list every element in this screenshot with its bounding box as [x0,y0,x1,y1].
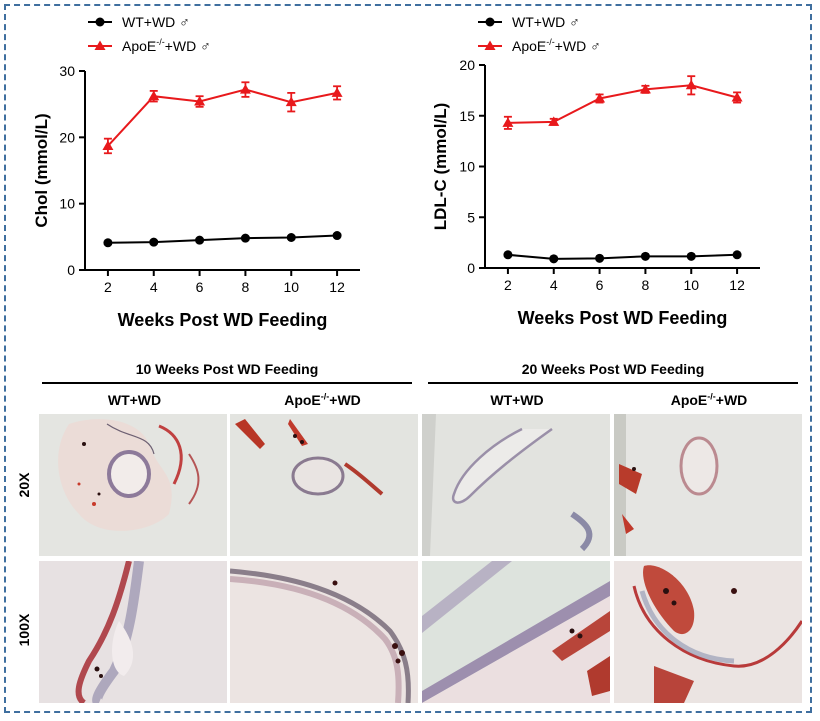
histology-image-apoe-20wk-100x [614,561,802,703]
data-point [685,79,697,90]
row-label-20x: 20X [16,472,32,498]
column-label-text: ApoE [284,392,321,408]
group-header-20wk: 20 Weeks Post WD Feeding [521,361,705,377]
data-point [503,250,513,260]
y-axis-label: Chol (mmol/L) [32,113,51,227]
row-label-100x: 100X [16,613,32,647]
data-point [485,17,495,27]
column-label-apoe-20wk: ApoE-/-+WD [614,392,804,408]
column-label-suffix: +WD [329,392,361,408]
series-line [507,253,738,260]
x-tick-label: 6 [196,279,204,295]
figure-frame [4,4,812,713]
legend-label: WT+WD ♂ [512,14,580,30]
y-tick-label: 5 [467,209,475,225]
column-label-text: ApoE [670,392,708,408]
y-tick-label: 30 [59,63,75,79]
histology-image-wt-10wk-100x [39,561,227,703]
data-point [502,117,514,127]
data-point [95,17,105,27]
column-label-text: WT+WD [107,392,162,408]
data-point [549,254,559,264]
data-point [149,237,159,247]
column-label-wt-20wk: WT+WD [422,392,612,408]
histology-image-apoe-20wk-20x [614,414,802,556]
column-label-sup: -/- [707,391,716,402]
y-tick-label: 20 [459,57,475,73]
histology-image-wt-20wk-20x [422,414,610,556]
data-point [331,87,343,97]
data-point [332,231,342,241]
y-axis-label: LDL-C (mmol/L) [431,103,450,230]
data-point [103,238,113,248]
group-rule-20wk [428,382,798,384]
histology-image-apoe-10wk-100x [230,561,418,703]
column-label-apoe-10wk: ApoE-/-+WD [230,392,415,408]
x-tick-label: 12 [329,279,345,295]
legend-label: WT+WD ♂ [122,14,190,30]
data-point [94,40,106,50]
data-point [548,116,560,126]
x-tick-label: 4 [550,277,558,293]
data-point [195,235,205,245]
data-point [732,250,742,260]
x-tick-label: 2 [504,277,512,293]
series-line [107,234,338,244]
series-line [507,84,738,124]
series-line [107,88,338,147]
data-point [240,233,250,243]
legend-label: ApoE-/-+WD ♂ [512,37,601,54]
x-tick-label: 8 [642,277,650,293]
data-point [731,91,743,102]
y-tick-label: 10 [459,159,475,175]
histology-image-wt-10wk-20x [39,414,227,556]
data-point [285,96,297,107]
histology-image-wt-20wk-100x [422,561,610,703]
column-label-wt-10wk: WT+WD [42,392,227,408]
x-axis-label: Weeks Post WD Feeding [518,308,728,328]
x-tick-label: 2 [104,279,112,295]
data-point [640,251,650,261]
data-point [286,232,296,242]
y-tick-label: 15 [459,108,475,124]
data-point [595,253,605,263]
x-tick-label: 12 [729,277,745,293]
column-label-sup: -/- [320,391,330,402]
group-rule-10wk [42,382,412,384]
x-tick-label: 10 [683,277,699,293]
data-point [639,83,651,94]
y-tick-label: 0 [467,260,475,276]
data-point [686,251,696,261]
data-point [102,140,114,150]
x-axis-label: Weeks Post WD Feeding [118,310,328,330]
data-point [148,90,160,101]
y-tick-label: 0 [67,262,75,278]
y-tick-label: 10 [59,196,75,212]
column-label-suffix: +WD [715,392,748,408]
data-point [194,96,206,106]
data-point [239,84,251,94]
legend-label: ApoE-/-+WD ♂ [122,37,211,54]
x-tick-label: 6 [596,277,604,293]
group-header-10wk: 10 Weeks Post WD Feeding [135,361,319,377]
x-tick-label: 8 [242,279,250,295]
y-tick-label: 20 [59,129,75,145]
histology-image-apoe-10wk-20x [230,414,418,556]
x-tick-label: 10 [283,279,299,295]
column-label-text: WT+WD [490,392,544,408]
x-tick-label: 4 [150,279,158,295]
data-point [594,92,606,103]
data-point [484,40,496,50]
